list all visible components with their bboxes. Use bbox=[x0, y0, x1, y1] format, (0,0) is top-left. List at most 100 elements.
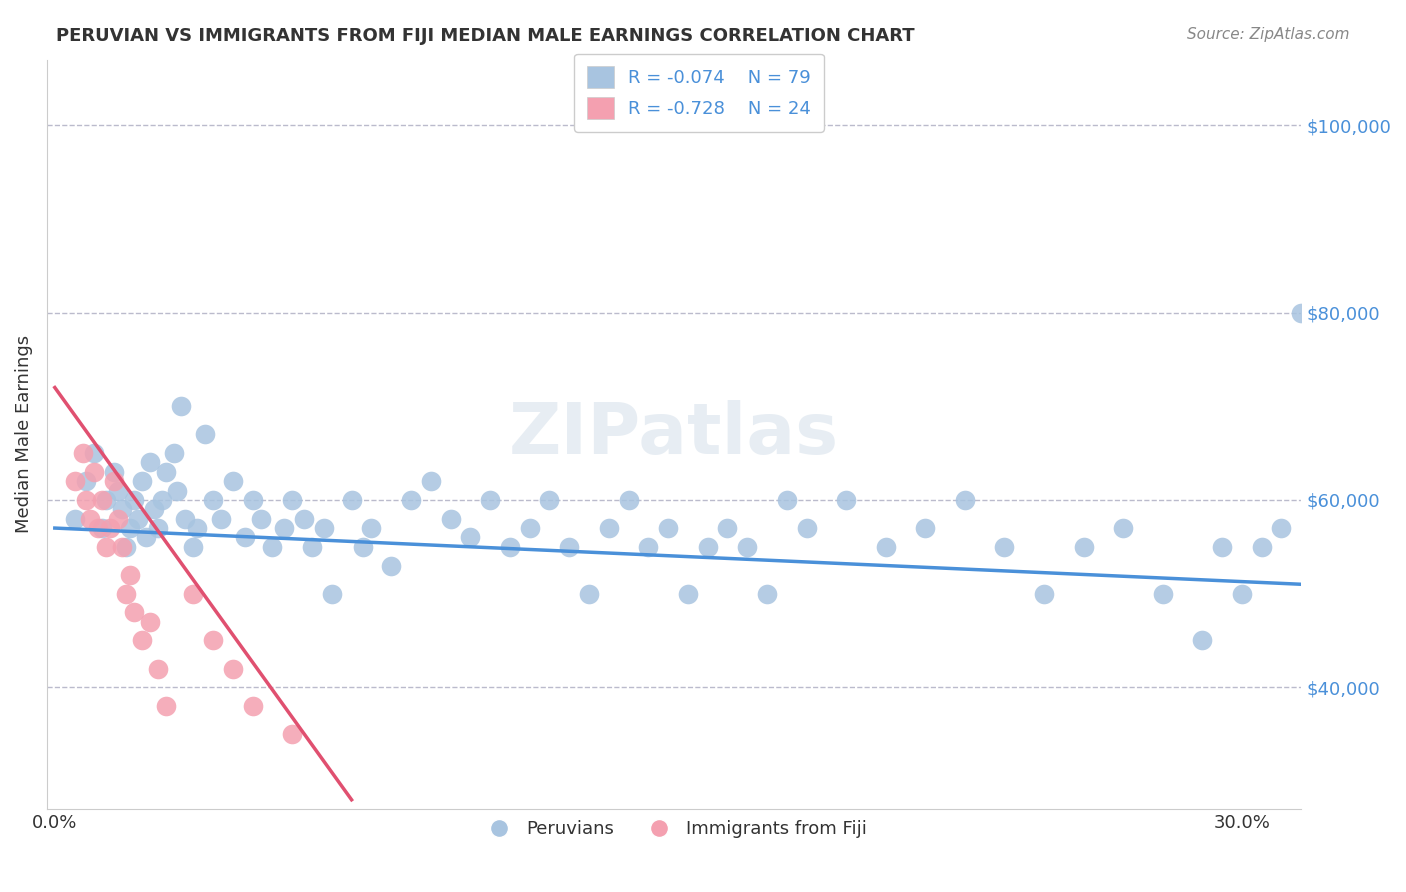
Point bbox=[233, 531, 256, 545]
Legend: Peruvians, Immigrants from Fiji: Peruvians, Immigrants from Fiji bbox=[474, 813, 875, 845]
Point bbox=[194, 427, 217, 442]
Point bbox=[953, 492, 976, 507]
Point bbox=[352, 540, 374, 554]
Point bbox=[209, 511, 232, 525]
Point bbox=[993, 540, 1015, 554]
Point bbox=[181, 540, 204, 554]
Point bbox=[796, 521, 818, 535]
Point bbox=[1211, 540, 1233, 554]
Point bbox=[202, 492, 225, 507]
Point bbox=[155, 699, 177, 714]
Point bbox=[63, 511, 86, 525]
Point bbox=[96, 492, 118, 507]
Point bbox=[75, 492, 97, 507]
Point bbox=[150, 492, 173, 507]
Point bbox=[87, 521, 110, 535]
Point bbox=[155, 465, 177, 479]
Point bbox=[79, 511, 101, 525]
Point bbox=[202, 633, 225, 648]
Text: ZIPatlas: ZIPatlas bbox=[509, 400, 839, 469]
Point bbox=[519, 521, 541, 535]
Point bbox=[115, 540, 138, 554]
Point bbox=[103, 474, 125, 488]
Point bbox=[83, 465, 105, 479]
Point bbox=[249, 511, 271, 525]
Point bbox=[162, 446, 184, 460]
Point bbox=[83, 446, 105, 460]
Point bbox=[107, 511, 129, 525]
Point bbox=[242, 699, 264, 714]
Point bbox=[281, 492, 304, 507]
Point bbox=[914, 521, 936, 535]
Point bbox=[118, 568, 141, 582]
Point bbox=[1250, 540, 1272, 554]
Point bbox=[122, 606, 145, 620]
Point bbox=[174, 511, 197, 525]
Point bbox=[115, 587, 138, 601]
Point bbox=[1291, 305, 1313, 319]
Point bbox=[139, 455, 162, 469]
Point bbox=[598, 521, 620, 535]
Point bbox=[439, 511, 461, 525]
Point bbox=[1112, 521, 1135, 535]
Point bbox=[735, 540, 758, 554]
Point bbox=[321, 587, 343, 601]
Point bbox=[107, 483, 129, 498]
Point bbox=[399, 492, 422, 507]
Point bbox=[63, 474, 86, 488]
Point bbox=[131, 633, 153, 648]
Point bbox=[146, 662, 169, 676]
Point bbox=[262, 540, 284, 554]
Point bbox=[538, 492, 561, 507]
Point bbox=[1152, 587, 1174, 601]
Point bbox=[281, 727, 304, 741]
Point bbox=[458, 531, 481, 545]
Point bbox=[72, 446, 94, 460]
Point bbox=[558, 540, 581, 554]
Point bbox=[242, 492, 264, 507]
Point bbox=[301, 540, 323, 554]
Point bbox=[222, 474, 245, 488]
Point bbox=[135, 531, 157, 545]
Point bbox=[111, 540, 134, 554]
Point bbox=[676, 587, 699, 601]
Point bbox=[292, 511, 315, 525]
Y-axis label: Median Male Earnings: Median Male Earnings bbox=[15, 335, 32, 533]
Point bbox=[127, 511, 149, 525]
Point bbox=[312, 521, 335, 535]
Point bbox=[181, 587, 204, 601]
Point bbox=[479, 492, 502, 507]
Point bbox=[96, 540, 118, 554]
Point bbox=[1033, 587, 1056, 601]
Point bbox=[166, 483, 188, 498]
Point bbox=[776, 492, 799, 507]
Point bbox=[91, 492, 114, 507]
Point bbox=[835, 492, 858, 507]
Text: PERUVIAN VS IMMIGRANTS FROM FIJI MEDIAN MALE EARNINGS CORRELATION CHART: PERUVIAN VS IMMIGRANTS FROM FIJI MEDIAN … bbox=[56, 27, 915, 45]
Point bbox=[617, 492, 640, 507]
Point bbox=[139, 615, 162, 629]
Point bbox=[340, 492, 363, 507]
Point bbox=[875, 540, 897, 554]
Point bbox=[1270, 521, 1292, 535]
Point bbox=[142, 502, 165, 516]
Point bbox=[222, 662, 245, 676]
Point bbox=[380, 558, 402, 573]
Point bbox=[578, 587, 600, 601]
Point bbox=[360, 521, 382, 535]
Point bbox=[657, 521, 679, 535]
Point bbox=[1191, 633, 1213, 648]
Point bbox=[756, 587, 779, 601]
Point bbox=[111, 502, 134, 516]
Point bbox=[273, 521, 295, 535]
Point bbox=[1230, 587, 1253, 601]
Point bbox=[499, 540, 522, 554]
Point bbox=[419, 474, 441, 488]
Point bbox=[170, 399, 193, 413]
Point bbox=[716, 521, 738, 535]
Point bbox=[1073, 540, 1095, 554]
Point bbox=[118, 521, 141, 535]
Point bbox=[186, 521, 208, 535]
Point bbox=[122, 492, 145, 507]
Text: Source: ZipAtlas.com: Source: ZipAtlas.com bbox=[1187, 27, 1350, 42]
